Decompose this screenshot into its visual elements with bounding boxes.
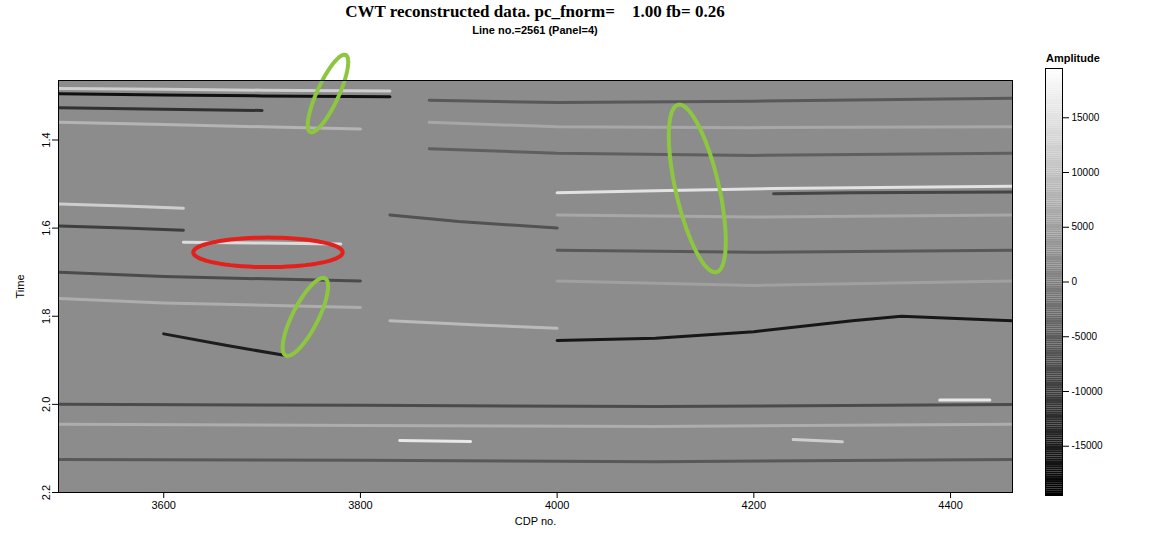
html-text:Amplitude: Amplitude xyxy=(1046,52,1100,64)
html-text:CWT reconstructed data. pc_fno: CWT reconstructed data. pc_fnorm= 1.00 f… xyxy=(345,2,725,21)
svg-text:1.6: 1.6 xyxy=(40,220,52,235)
svg-text:3800: 3800 xyxy=(348,499,372,511)
svg-text:10000: 10000 xyxy=(1072,167,1100,178)
svg-text:4200: 4200 xyxy=(742,499,766,511)
svg-text:CDP no.: CDP no. xyxy=(515,515,556,527)
svg-text:1.4: 1.4 xyxy=(40,132,52,147)
svg-text:-5000: -5000 xyxy=(1072,331,1098,342)
svg-text:2.0: 2.0 xyxy=(40,397,52,412)
svg-text:3600: 3600 xyxy=(151,499,175,511)
svg-text:0: 0 xyxy=(1072,276,1078,287)
svg-text:4000: 4000 xyxy=(545,499,569,511)
svg-text:2.2: 2.2 xyxy=(40,485,52,500)
svg-text:4400: 4400 xyxy=(938,499,962,511)
svg-text:1.8: 1.8 xyxy=(40,309,52,324)
html-text:Line no.=2561 (Panel=4): Line no.=2561 (Panel=4) xyxy=(472,24,598,36)
svg-text:-10000: -10000 xyxy=(1072,386,1104,397)
svg-text:5000: 5000 xyxy=(1072,221,1095,232)
svg-text:15000: 15000 xyxy=(1072,112,1100,123)
svg-text:-15000: -15000 xyxy=(1072,440,1104,451)
svg-text:Time: Time xyxy=(14,274,26,298)
